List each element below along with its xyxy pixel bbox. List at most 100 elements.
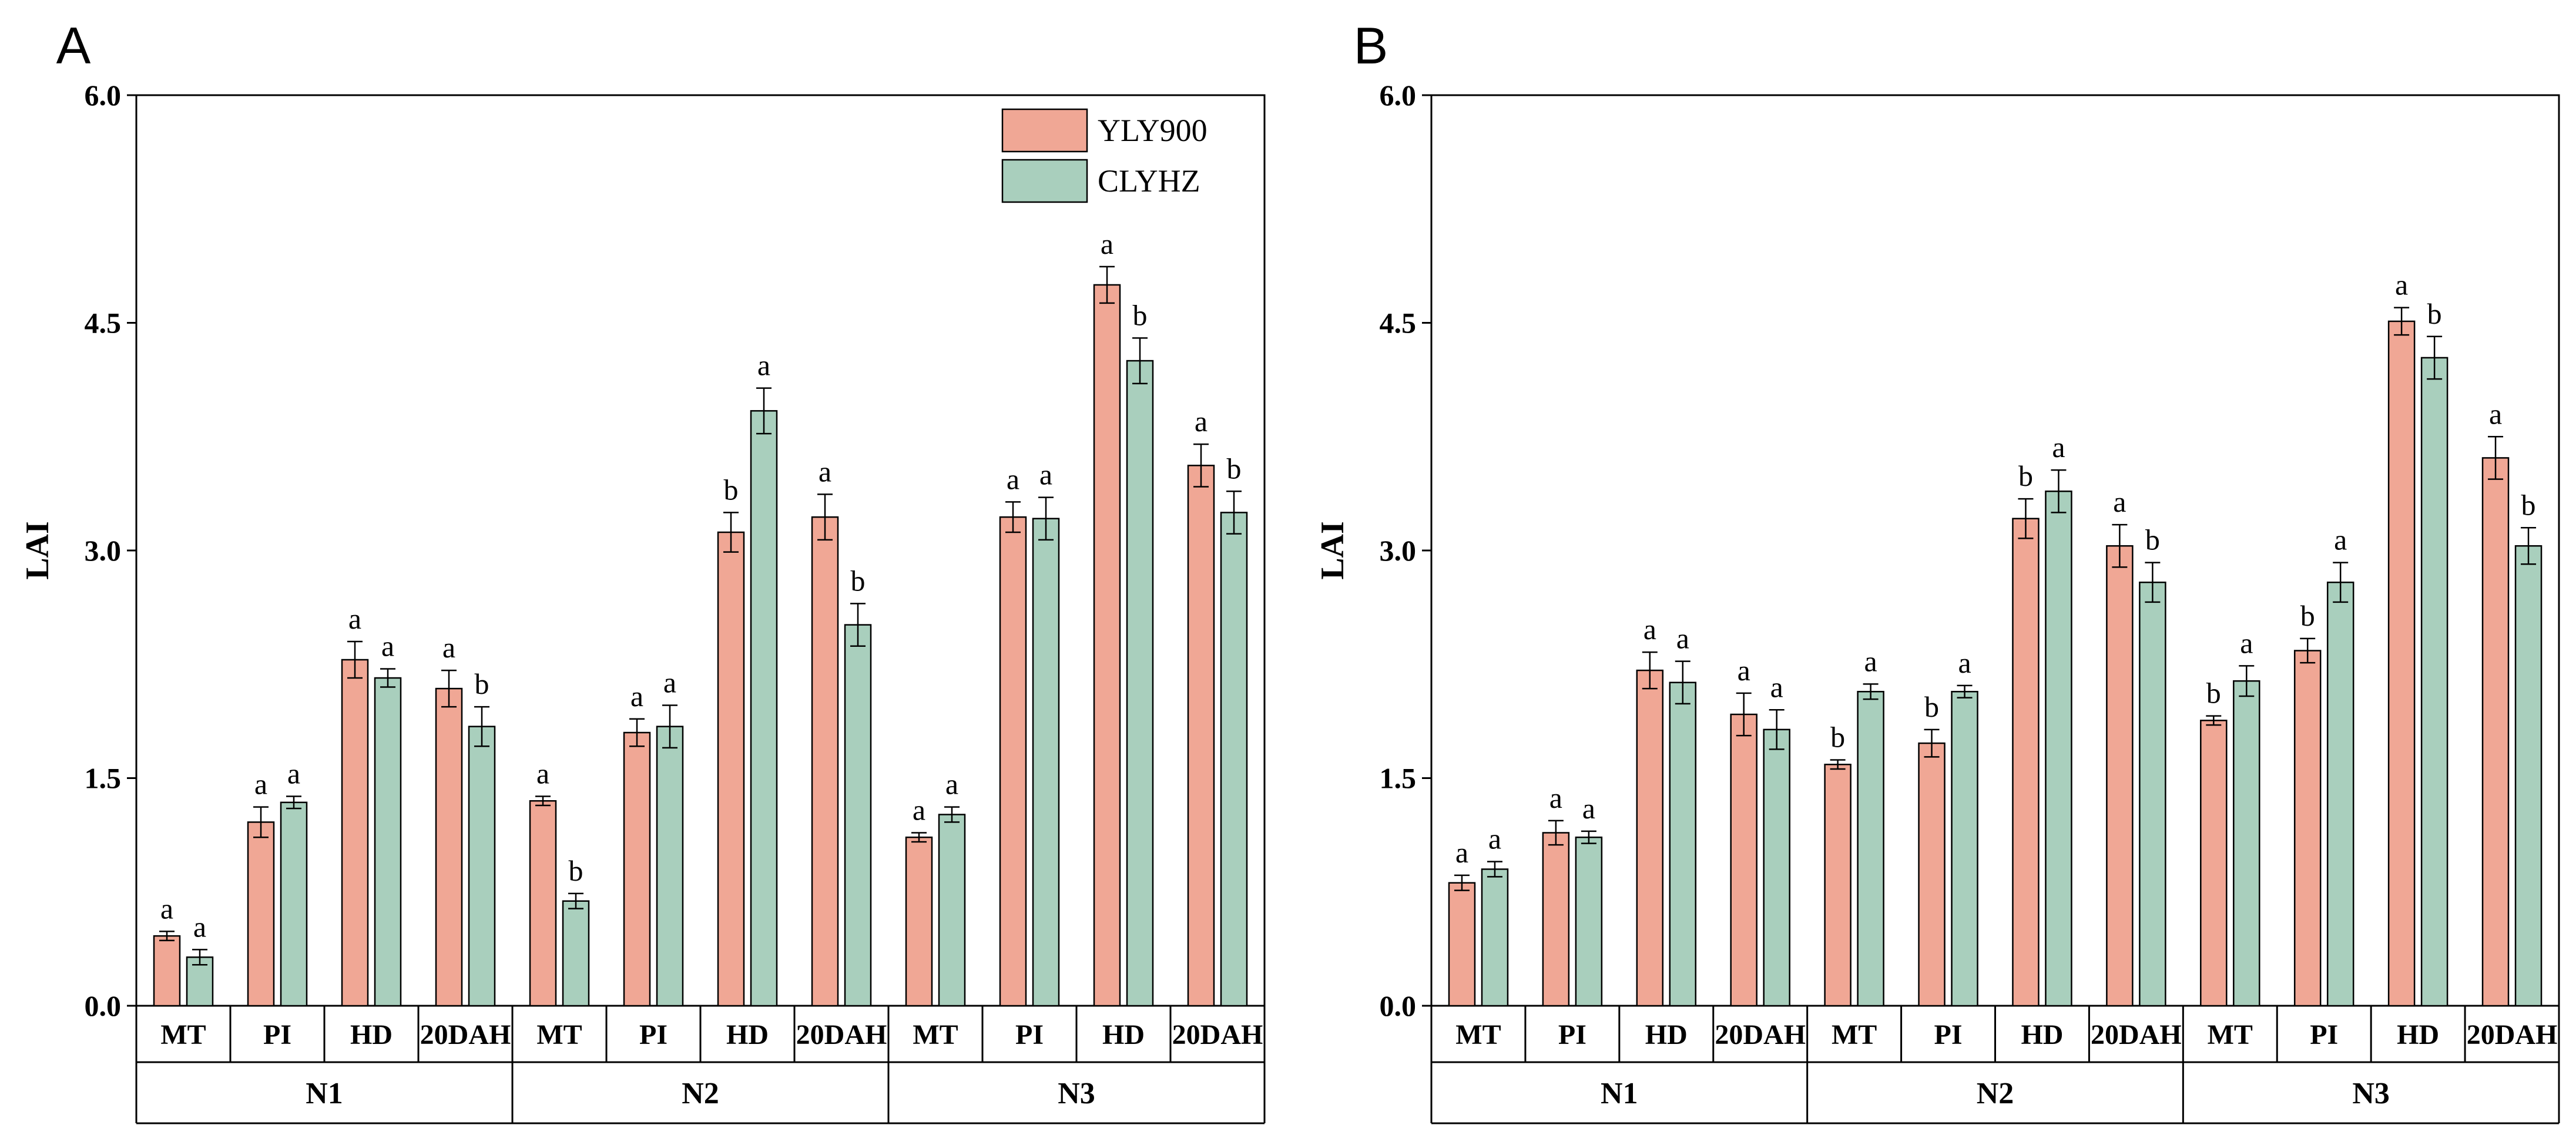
significance-letter: a <box>536 757 549 790</box>
significance-letter: a <box>2240 626 2253 659</box>
significance-letter: a <box>630 680 643 713</box>
legend-swatch-clyhz <box>1001 159 1088 203</box>
significance-letter: a <box>1007 462 1019 495</box>
stage-label: HD <box>2397 1019 2439 1050</box>
legend-entry-yly900: YLY900 <box>1098 113 1208 148</box>
stage-label: 20DAH <box>2467 1019 2558 1050</box>
bar-clyhz <box>1032 518 1060 1007</box>
significance-letter: a <box>1958 646 1971 679</box>
bar-yly900 <box>435 687 463 1007</box>
group-label: N1 <box>1601 1077 1638 1110</box>
bar-clyhz <box>1575 837 1603 1007</box>
significance-letter: b <box>2521 488 2536 521</box>
bar-yly900 <box>247 821 275 1007</box>
stage-label: MT <box>1455 1019 1501 1050</box>
significance-letter: a <box>2052 431 2065 464</box>
bar-clyhz <box>1220 512 1248 1007</box>
bar-clyhz <box>2326 582 2354 1007</box>
significance-letter: a <box>2395 268 2408 301</box>
group-label: N2 <box>1977 1077 2014 1110</box>
significance-letter: a <box>2334 523 2347 556</box>
significance-letter: a <box>819 455 831 488</box>
bar-yly900 <box>2200 720 2228 1007</box>
significance-letter: a <box>1643 613 1656 646</box>
bar-yly900 <box>153 935 181 1007</box>
y-tick-label: 3.0 <box>1380 534 1417 567</box>
bar-clyhz <box>2420 357 2448 1007</box>
bar-clyhz <box>562 900 590 1007</box>
significance-letter: b <box>475 667 489 700</box>
bar-yly900 <box>999 516 1027 1007</box>
y-tick-label: 6.0 <box>85 79 122 112</box>
significance-letter: a <box>945 768 958 801</box>
y-tick-label: 4.5 <box>1380 307 1417 340</box>
significance-letter: b <box>1924 690 1939 723</box>
significance-letter: b <box>2145 523 2160 556</box>
bar-yly900 <box>1093 284 1121 1007</box>
significance-letter: a <box>1101 227 1113 260</box>
significance-letter: a <box>913 794 925 827</box>
bar-clyhz <box>2514 545 2543 1007</box>
y-axis-title: LAI <box>19 521 56 580</box>
bar-clyhz <box>280 801 308 1007</box>
bar-yly900 <box>1448 882 1476 1007</box>
stage-label: 20DAH <box>1715 1019 1806 1050</box>
significance-letter: a <box>287 757 300 790</box>
bar-yly900 <box>717 531 745 1007</box>
stage-label: MT <box>1832 1019 1877 1050</box>
stage-label: HD <box>1645 1019 1688 1050</box>
stage-label: 20DAH <box>1172 1019 1263 1050</box>
group-label: N2 <box>682 1077 719 1110</box>
significance-letter: a <box>160 892 173 925</box>
panel-label: B <box>1354 16 1388 75</box>
group-label: N3 <box>2352 1077 2390 1110</box>
stage-label: MT <box>160 1019 206 1050</box>
bar-clyhz <box>468 726 496 1007</box>
significance-letter: a <box>1582 792 1595 825</box>
bar-yly900 <box>1918 742 1946 1007</box>
significance-letter: b <box>1133 298 1148 331</box>
significance-letter: b <box>851 564 866 597</box>
group-label: N1 <box>306 1077 343 1110</box>
significance-letter: b <box>724 473 739 506</box>
panel-label: A <box>56 16 91 75</box>
significance-letter: b <box>569 854 583 887</box>
y-tick-label: 0.0 <box>85 989 122 1022</box>
stage-label: 20DAH <box>420 1019 511 1050</box>
bar-yly900 <box>1542 832 1570 1007</box>
stage-label: MT <box>913 1019 958 1050</box>
stage-label: 20DAH <box>2091 1019 2182 1050</box>
bar-yly900 <box>1636 669 1664 1007</box>
significance-letter: b <box>1830 721 1845 754</box>
group-label: N3 <box>1058 1077 1095 1110</box>
stage-label: PI <box>1934 1019 1963 1050</box>
significance-letter: a <box>2113 485 2126 518</box>
bar-clyhz <box>2139 582 2166 1007</box>
bar-yly900 <box>905 837 933 1007</box>
significance-letter: a <box>1676 622 1689 655</box>
bar-clyhz <box>1951 691 1978 1007</box>
stage-label: PI <box>1015 1019 1044 1050</box>
significance-letter: a <box>1488 822 1501 855</box>
significance-letter: b <box>2206 677 2221 710</box>
bar-yly900 <box>623 731 651 1007</box>
y-tick-label: 4.5 <box>85 307 122 340</box>
bar-yly900 <box>2481 457 2510 1007</box>
stage-label: PI <box>263 1019 291 1050</box>
stage-label: MT <box>536 1019 582 1050</box>
significance-letter: a <box>348 602 361 635</box>
bar-yly900 <box>2387 320 2416 1007</box>
stage-label: PI <box>2310 1019 2338 1050</box>
bar-clyhz <box>938 814 966 1007</box>
significance-letter: b <box>2300 599 2315 632</box>
bar-clyhz <box>1669 681 1697 1007</box>
significance-letter: a <box>1864 644 1877 677</box>
significance-letter: a <box>1738 654 1750 687</box>
significance-letter: a <box>1195 405 1208 438</box>
significance-letter: a <box>254 768 267 801</box>
y-tick-label: 3.0 <box>85 534 122 567</box>
stage-label: 20DAH <box>796 1019 887 1050</box>
